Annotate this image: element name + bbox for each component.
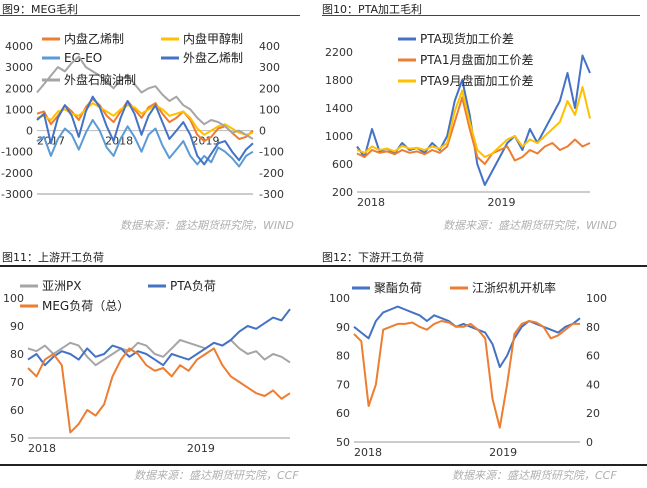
chart1-legend-5-label: 外盘石脑油制 xyxy=(64,72,136,87)
chart1-y2tick: 300 xyxy=(259,61,280,74)
chart2-legend-2-label: PTA1月盘面加工价差 xyxy=(420,52,533,67)
chart1-y2tick: -100 xyxy=(259,146,284,159)
chart1-legend-2-label: 内盘甲醇制 xyxy=(183,31,243,46)
chart1-ytick: 1000 xyxy=(5,103,33,116)
fig9-rule xyxy=(0,15,300,16)
fig10-source: 数据来源：盛达期货研究院，WIND xyxy=(443,219,617,232)
chart4-y2tick: 60 xyxy=(586,350,600,363)
chart1-y2tick: -200 xyxy=(259,167,284,180)
chart3-ytick: 70 xyxy=(10,376,24,389)
chart4-series-1-line xyxy=(353,305,581,369)
chart4-y2tick: 80 xyxy=(586,321,600,334)
chart3-legend-3-label: MEG负荷（总） xyxy=(42,299,129,313)
chart4-y2tick: 100 xyxy=(586,292,607,305)
chart2-ytick: 600 xyxy=(332,158,353,171)
fig11-rule xyxy=(0,265,300,267)
chart4-legend-1-label: 聚酯负荷 xyxy=(374,281,422,295)
chart2-ytick: 1800 xyxy=(325,74,353,87)
chart2-legend-3-label: PTA9月盘面加工价差 xyxy=(420,73,533,88)
chart3-xtick: 2019 xyxy=(187,442,215,455)
chart4-ytick: 90 xyxy=(336,321,350,334)
chart3-legend-2-label: PTA负荷 xyxy=(170,279,216,293)
chart2-xtick: 2018 xyxy=(357,196,385,209)
chart4-series-2-line xyxy=(353,320,580,429)
chart4-y2tick: 40 xyxy=(586,378,600,391)
fig9-source: 数据来源：盛达期货研究院，WIND xyxy=(120,219,294,232)
chart3-ytick: 50 xyxy=(10,432,24,445)
chart3-series-3-line xyxy=(27,347,291,434)
chart2-legend-1-label: PTA现货加工价差 xyxy=(420,31,514,46)
chart2-series-3-line xyxy=(356,86,591,158)
fig10-title: 图10：PTA加工毛利 xyxy=(322,3,423,16)
chart1-legend-1-label: 内盘乙烯制 xyxy=(64,31,124,46)
chart2-ytick: 2200 xyxy=(325,46,353,59)
chart4-y2tick: 20 xyxy=(586,407,600,420)
chart1-ytick: 4000 xyxy=(5,40,33,53)
chart4-ytick: 70 xyxy=(336,378,350,391)
chart4-ytick: 50 xyxy=(336,436,350,449)
chart4-ytick: 100 xyxy=(329,292,350,305)
chart2-ytick: 200 xyxy=(332,186,353,199)
chart1-series-3-line xyxy=(36,119,254,168)
chart1-series-5-line xyxy=(36,55,254,140)
chart4-ytick: 80 xyxy=(336,350,350,363)
chart2-ytick: 1400 xyxy=(325,102,353,115)
fig11-title: 图11：上游开工负荷 xyxy=(2,251,104,264)
chart1-ytick: 0 xyxy=(26,125,33,138)
chart1-y2tick: 100 xyxy=(259,103,280,116)
chart3-ytick: 100 xyxy=(3,292,24,305)
chart1-y2tick: -300 xyxy=(259,188,284,201)
chart1-ytick: 3000 xyxy=(5,61,33,74)
chart1-ytick: 2000 xyxy=(5,82,33,95)
chart4-y2tick: 0 xyxy=(586,436,593,449)
chart4-xtick: 2019 xyxy=(489,446,517,459)
chart3-ytick: 60 xyxy=(10,404,24,417)
fig10-rule xyxy=(322,15,640,16)
chart4-ytick: 60 xyxy=(336,407,350,420)
chart1-ytick: -3000 xyxy=(1,188,33,201)
chart1-y2tick: 0 xyxy=(259,125,266,138)
chart3-series-1-line xyxy=(27,339,291,367)
chart3-ytick: 80 xyxy=(10,348,24,361)
bottom-rule xyxy=(0,464,647,466)
chart1-series-4-line xyxy=(36,95,254,166)
chart3-xtick: 2018 xyxy=(28,442,56,455)
chart2-series-2-line xyxy=(356,96,591,165)
chart1-legend-4-label: 外盘乙烯制 xyxy=(183,50,243,65)
chart2-ytick: 1000 xyxy=(325,130,353,143)
fig12-source: 数据来源：盛达期货研究院，CCF xyxy=(452,469,617,482)
fig9-title: 图9：MEG毛利 xyxy=(2,3,78,16)
chart1-ytick: -1000 xyxy=(1,146,33,159)
chart1-series-2-line xyxy=(36,102,254,136)
chart3-ytick: 90 xyxy=(10,320,24,333)
chart1-y2tick: 200 xyxy=(259,82,280,95)
chart1-series-1-line xyxy=(36,97,254,143)
chart2-xtick: 2019 xyxy=(487,196,515,209)
chart1-ytick: -2000 xyxy=(1,167,33,180)
chart1-y2tick: 400 xyxy=(259,40,280,53)
chart3-series-2-line xyxy=(27,308,291,367)
chart3-legend-1-label: 亚洲PX xyxy=(42,279,81,293)
fig12-title: 图12：下游开工负荷 xyxy=(322,251,424,264)
fig12-rule xyxy=(290,265,647,267)
chart4-xtick: 2018 xyxy=(354,446,382,459)
fig11-source: 数据来源：盛达期货研究院，CCF xyxy=(134,469,299,482)
chart4-legend-2-label: 江浙织机开机率 xyxy=(472,280,556,295)
